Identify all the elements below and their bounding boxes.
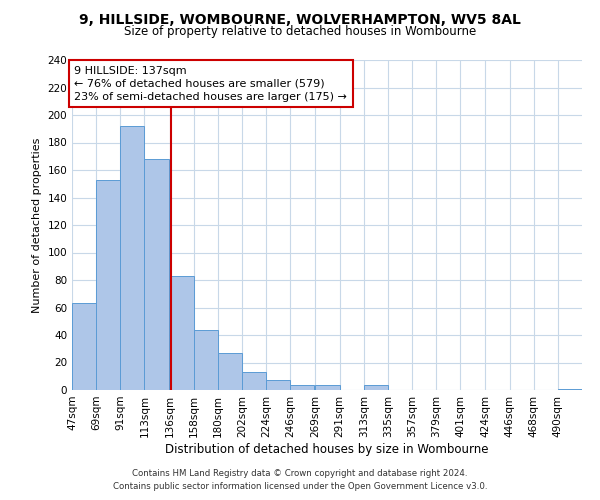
Bar <box>316 384 340 390</box>
Bar <box>145 159 169 390</box>
Bar <box>72 304 96 390</box>
X-axis label: Distribution of detached houses by size in Wombourne: Distribution of detached houses by size … <box>165 442 489 456</box>
Bar <box>242 372 266 390</box>
Bar <box>364 384 388 390</box>
Bar <box>290 384 314 390</box>
Y-axis label: Number of detached properties: Number of detached properties <box>32 138 42 312</box>
Text: Size of property relative to detached houses in Wombourne: Size of property relative to detached ho… <box>124 25 476 38</box>
Bar <box>266 380 290 390</box>
Bar <box>218 353 242 390</box>
Text: Contains HM Land Registry data © Crown copyright and database right 2024.
Contai: Contains HM Land Registry data © Crown c… <box>113 470 487 491</box>
Text: 9 HILLSIDE: 137sqm
← 76% of detached houses are smaller (579)
23% of semi-detach: 9 HILLSIDE: 137sqm ← 76% of detached hou… <box>74 66 347 102</box>
Bar <box>170 276 194 390</box>
Bar <box>194 330 218 390</box>
Bar <box>96 180 120 390</box>
Text: 9, HILLSIDE, WOMBOURNE, WOLVERHAMPTON, WV5 8AL: 9, HILLSIDE, WOMBOURNE, WOLVERHAMPTON, W… <box>79 12 521 26</box>
Bar <box>558 388 582 390</box>
Bar <box>120 126 145 390</box>
